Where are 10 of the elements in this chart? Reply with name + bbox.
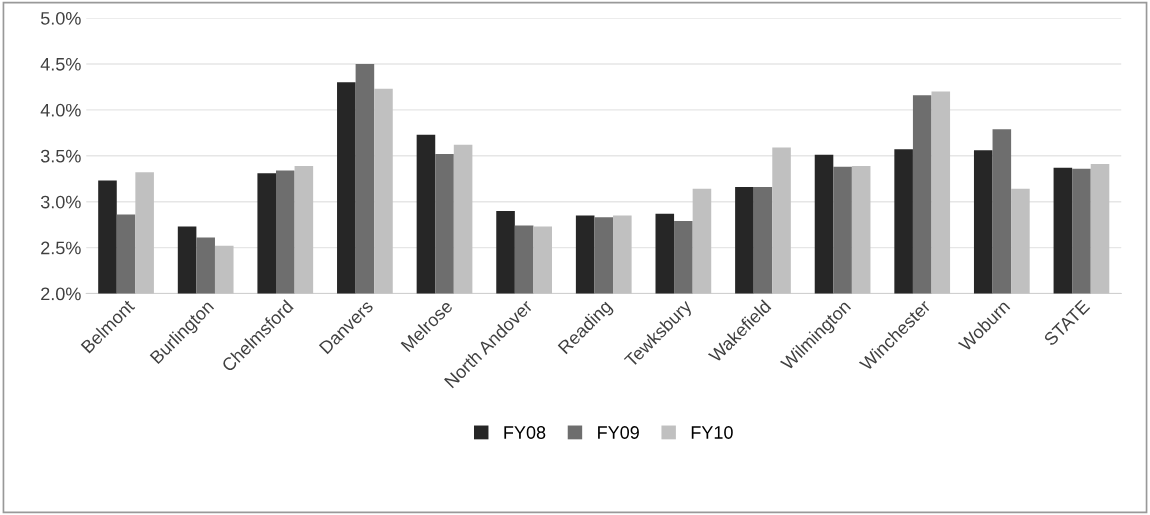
legend-label: FY09 xyxy=(598,426,639,439)
legend-label: FY10 xyxy=(691,426,733,439)
y-tick-label: 3.5% xyxy=(40,149,81,163)
y-tick-label: 4.5% xyxy=(40,57,81,71)
y-tick-label: 5.0% xyxy=(40,11,81,25)
y-tick-label: 4.0% xyxy=(40,103,81,117)
y-tick-label: 2.5% xyxy=(41,241,81,255)
legend-label: FY08 xyxy=(504,426,546,439)
y-tick-label: 3.0% xyxy=(40,195,81,209)
y-tick-label: 2.0% xyxy=(41,287,81,301)
